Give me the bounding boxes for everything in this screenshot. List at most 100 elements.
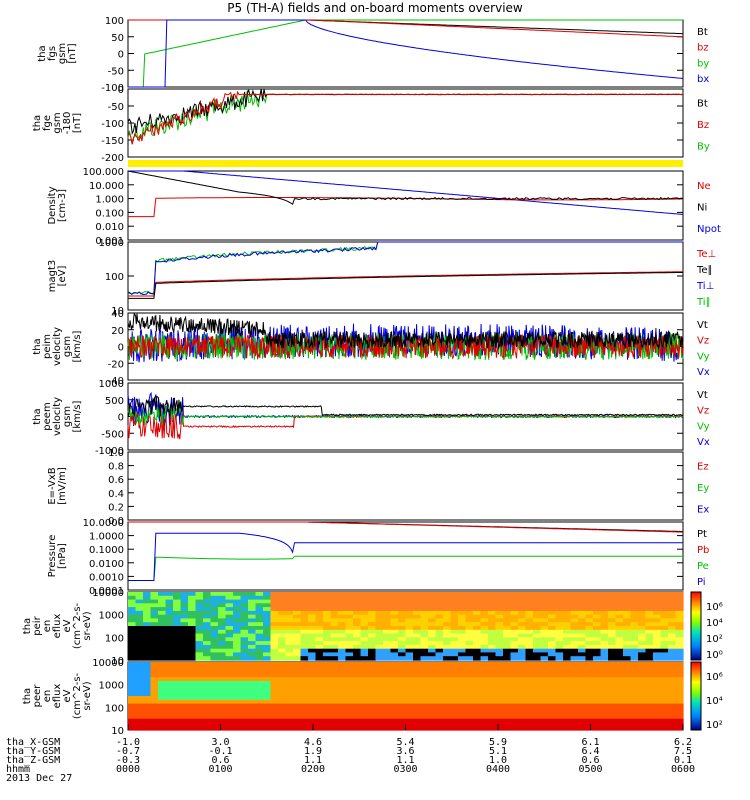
spectrogram-cell [173, 595, 182, 601]
spectrogram-cell [533, 662, 542, 667]
spectrogram-cell [653, 677, 662, 682]
spectrogram-cell [473, 711, 482, 716]
spectrogram-cell [525, 718, 534, 724]
spectrogram-cell [248, 610, 257, 616]
spectrogram-cell [645, 684, 654, 690]
spectrogram-cell [653, 714, 662, 720]
spectrogram-cell [570, 662, 579, 667]
spectrogram-cell [638, 595, 647, 601]
spectrogram-cell [278, 641, 287, 646]
spectrogram-cell [458, 688, 467, 693]
spectrogram-cell [488, 614, 497, 620]
spectrogram-cell [143, 641, 152, 646]
spectrogram-cell [495, 644, 504, 650]
spectrogram-cell [165, 707, 174, 712]
spectrogram-cell [285, 726, 294, 731]
spectrogram-cell [135, 656, 144, 661]
spectrogram-cell [623, 622, 632, 627]
spectrogram-cell [158, 722, 167, 727]
spectrogram-cell [563, 696, 572, 701]
spectrogram-cell [458, 614, 467, 620]
spectrogram-cell [390, 599, 399, 604]
spectrogram-cell [623, 680, 632, 686]
spectrogram-cell [630, 626, 639, 631]
spectrogram-cell [615, 680, 624, 686]
panel-frame-fgs [127, 19, 684, 88]
spectrogram-cell [375, 688, 384, 693]
spectrogram-cell [165, 641, 174, 646]
spectrogram-cell [165, 699, 174, 705]
ytick-label: 100 [105, 633, 124, 644]
spectrogram-cell [293, 614, 302, 620]
spectrogram-cell [600, 673, 609, 678]
xaxis-value: 4.6 [304, 737, 322, 748]
spectrogram-cell [173, 707, 182, 712]
trace-ne [128, 197, 684, 218]
spectrogram-cell [270, 669, 279, 674]
spectrogram-cell [570, 699, 579, 705]
spectrogram-cell [653, 692, 662, 697]
spectrogram-cell [323, 699, 332, 705]
spectrogram-cell [338, 669, 347, 674]
spectrogram-cell [510, 637, 519, 642]
spectrogram-cell [383, 718, 392, 724]
spectrogram-cell [533, 610, 542, 616]
spectrogram-cell [555, 644, 564, 650]
spectrogram-cell [210, 603, 219, 608]
spectrogram-cell [180, 592, 189, 597]
spectrogram-cell [383, 656, 392, 661]
spectrogram-cell [420, 633, 429, 638]
spectrogram-cell [150, 699, 159, 705]
spectrogram-cell [488, 607, 497, 612]
spectrogram-cell [578, 633, 587, 638]
spectrogram-cell [143, 703, 152, 708]
spectrogram-cell [450, 629, 459, 635]
spectrogram-cell [638, 718, 647, 724]
spectrogram-cell [240, 718, 249, 724]
spectrogram-cell [420, 665, 429, 671]
spectrogram-cell [308, 626, 317, 631]
spectrogram-cell [548, 722, 557, 727]
spectrogram-cell [450, 722, 459, 727]
spectrogram-cell [608, 599, 617, 604]
spectrogram-cell [533, 722, 542, 727]
spectrogram-cell [360, 699, 369, 705]
spectrogram-cell [233, 629, 242, 635]
spectrogram-cell [300, 656, 309, 661]
spectrogram-cell [413, 703, 422, 708]
spectrogram-cell [315, 669, 324, 674]
spectrogram-cell [443, 718, 452, 724]
spectrogram-cell [495, 669, 504, 674]
panel-frame-efield [127, 451, 684, 521]
spectrogram-cell [180, 684, 189, 690]
spectrogram-cell [368, 622, 377, 627]
spectrogram-cell [323, 669, 332, 674]
spectrogram-cell [248, 692, 257, 697]
spectrogram-cell [143, 665, 152, 671]
spectrogram-cell [645, 711, 654, 716]
spectrogram-cell [615, 633, 624, 638]
spectrogram-cell [218, 599, 227, 604]
spectrogram-cell [173, 684, 182, 690]
spectrogram-cell [143, 644, 152, 650]
spectrogram-cell [570, 680, 579, 686]
ytick-label: 0.0010 [89, 572, 124, 583]
spectrogram-cell [375, 707, 384, 712]
spectrogram-cell [458, 652, 467, 657]
spectrogram-cell [548, 699, 557, 705]
spectrogram-cell [240, 641, 249, 646]
ylabel-line: tha [32, 115, 43, 131]
spectrogram-cell [480, 652, 489, 657]
spectrogram-cell [210, 718, 219, 724]
spectrogram-cell [293, 692, 302, 697]
spectrogram-cell [270, 718, 279, 724]
spectrogram-cell [615, 622, 624, 627]
spectrogram-cell [443, 614, 452, 620]
spectrogram-cell [308, 726, 317, 731]
spectrogram-cell [578, 603, 587, 608]
spectrogram-cell [248, 669, 257, 674]
spectrogram-cell [435, 633, 444, 638]
spectrogram-cell [555, 726, 564, 731]
spectrogram-cell [653, 592, 662, 597]
spectrogram-cell [473, 684, 482, 690]
